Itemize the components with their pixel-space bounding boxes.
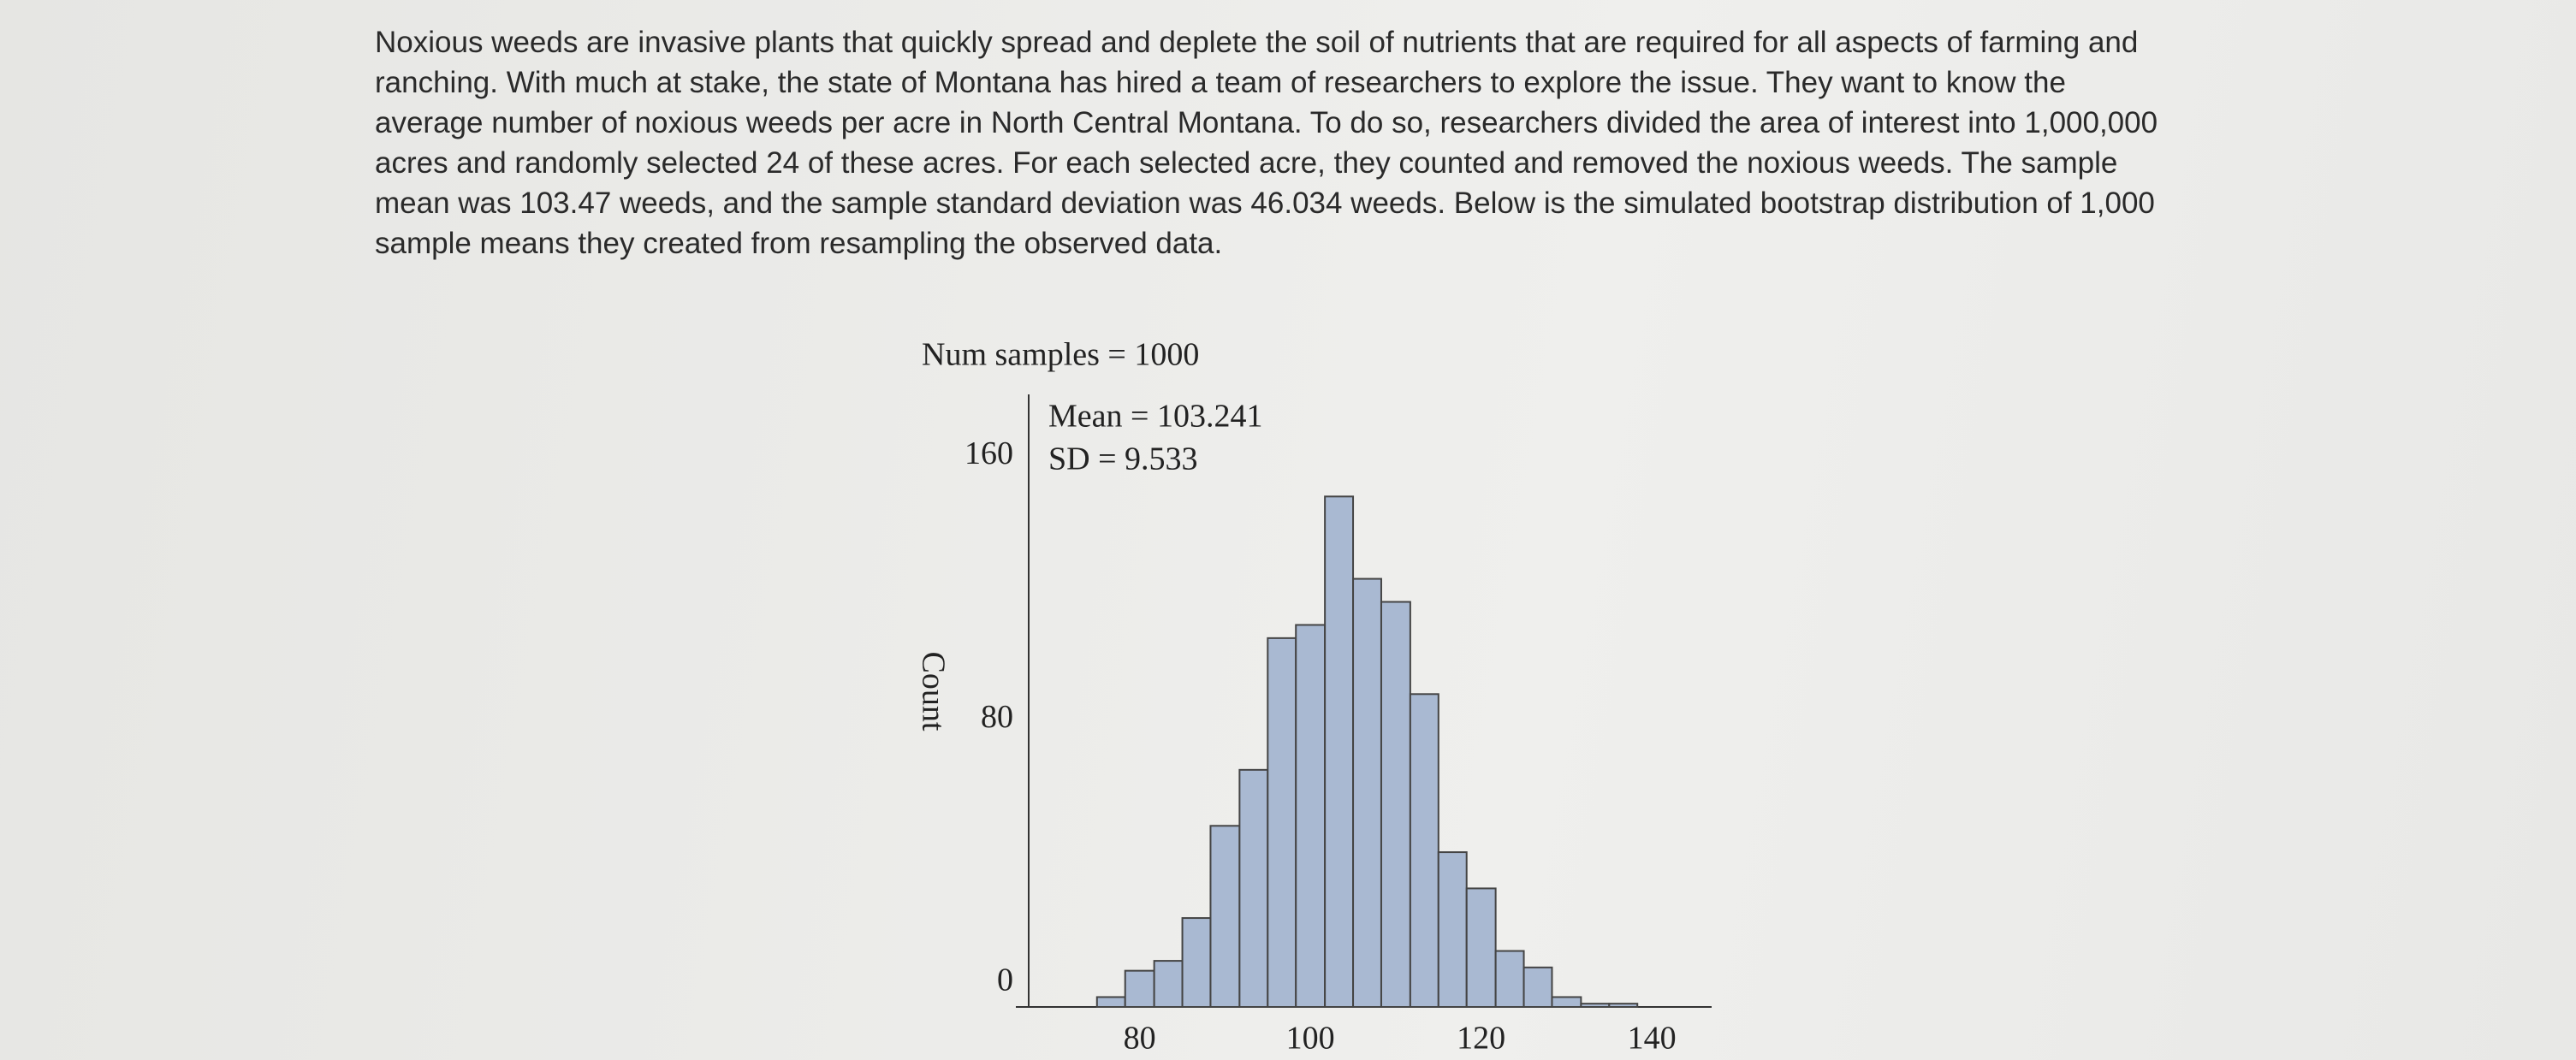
- y-axis-label: Count: [915, 652, 951, 731]
- bar: [1324, 495, 1355, 1008]
- bar: [1580, 1003, 1611, 1008]
- bar: [1409, 693, 1439, 1008]
- bar: [1295, 624, 1327, 1008]
- text-line: average number of noxious weeds per acre…: [375, 106, 2158, 139]
- chart-title: Num samples = 1000: [922, 337, 1199, 373]
- bar: [1095, 996, 1126, 1009]
- bar: [1551, 996, 1582, 1009]
- bar: [1380, 601, 1411, 1008]
- x-tick-label: 80: [1124, 1021, 1156, 1057]
- bar: [1209, 825, 1241, 1008]
- annotation: Mean = 103.241: [1048, 399, 1262, 435]
- text-line: sample means they created from resamplin…: [375, 227, 1223, 260]
- bar: [1608, 1003, 1639, 1008]
- text-line: ranching. With much at stake, the state …: [375, 66, 2066, 99]
- text-line: acres and randomly selected 24 of these …: [375, 146, 2118, 180]
- y-tick-label: 80: [981, 699, 1013, 735]
- y-tick-label: 160: [965, 435, 1013, 471]
- annotation: SD = 9.533: [1048, 441, 1198, 477]
- bar: [1465, 887, 1497, 1008]
- y-tick-label: 0: [997, 962, 1013, 998]
- bar: [1153, 960, 1184, 1009]
- x-tick-label: 100: [1286, 1021, 1335, 1057]
- bar: [1352, 577, 1382, 1008]
- bar: [1238, 768, 1269, 1008]
- text-line: mean was 103.47 weeds, and the sample st…: [375, 187, 2155, 220]
- bar: [1124, 969, 1155, 1008]
- bar: [1494, 950, 1525, 1008]
- text-line: Noxious weeds are invasive plants that q…: [375, 26, 2139, 59]
- bar: [1181, 917, 1212, 1009]
- x-tick-label: 120: [1457, 1021, 1505, 1057]
- bar: [1437, 851, 1468, 1008]
- bar: [1522, 966, 1553, 1008]
- bar: [1267, 637, 1297, 1008]
- x-tick-label: 140: [1628, 1021, 1677, 1057]
